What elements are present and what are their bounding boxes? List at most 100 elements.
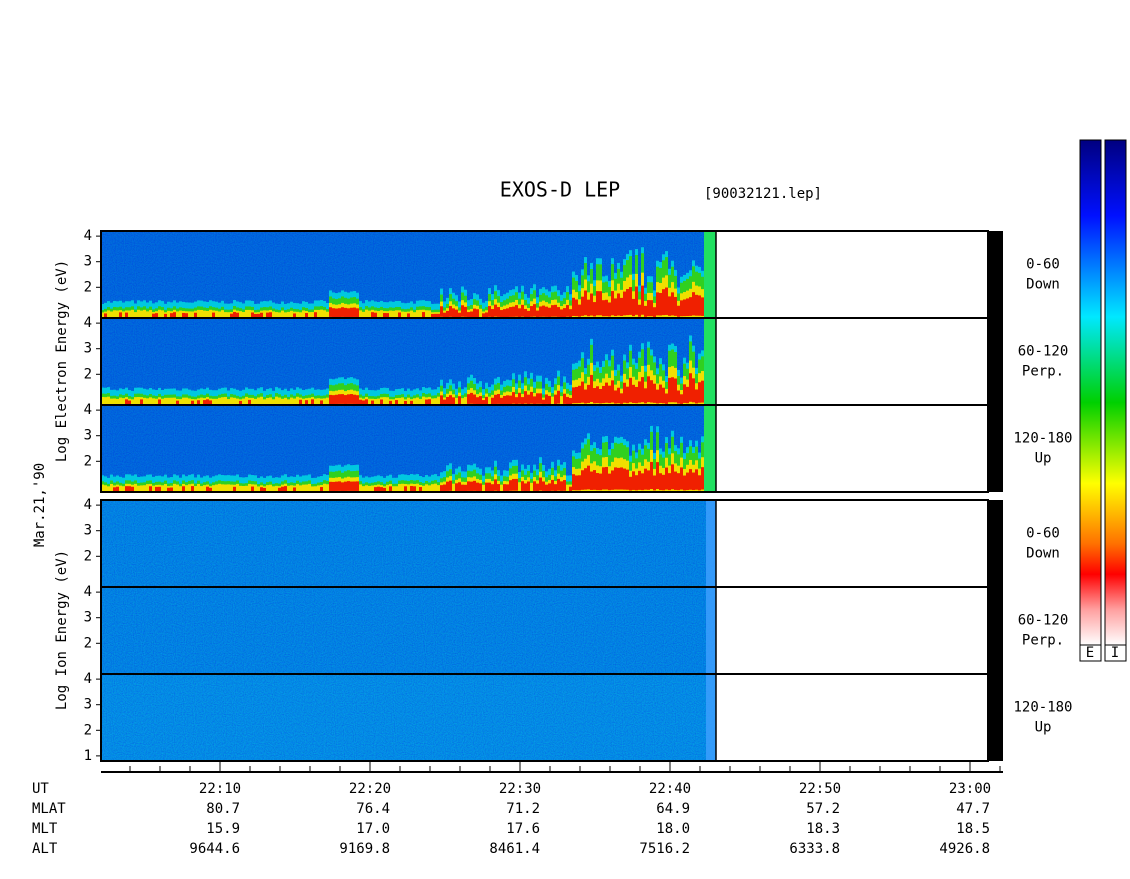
flux-red	[602, 300, 605, 317]
flux-red	[677, 390, 680, 404]
row-name: UT	[32, 781, 49, 797]
flux-red	[596, 291, 599, 316]
flux-red	[608, 302, 611, 317]
flux-yellow	[311, 486, 314, 492]
flux-yellow	[263, 399, 266, 405]
flux-yellow	[197, 309, 200, 318]
colorbars: E I	[1079, 139, 1127, 662]
flux-red	[662, 387, 665, 404]
flux-yellow	[368, 310, 371, 318]
flux-yellow	[308, 397, 311, 405]
flux-red	[653, 307, 656, 317]
flux-red	[581, 296, 584, 316]
flux-red	[575, 386, 578, 404]
y-axis-label: Log Ion Energy (eV)	[54, 550, 70, 710]
y-tick-label: 4	[84, 671, 92, 687]
flux-red	[449, 480, 452, 491]
flux-red	[206, 486, 209, 492]
flux-yellow	[461, 398, 464, 405]
flux-yellow	[416, 397, 419, 405]
flux-yellow	[119, 485, 122, 492]
flux-yellow	[278, 312, 281, 318]
flux-red	[167, 487, 170, 492]
flux-red	[383, 313, 386, 318]
flux-yellow	[167, 310, 170, 318]
flux-red	[569, 486, 572, 492]
flux-yellow	[560, 396, 563, 405]
flux-yellow	[479, 308, 482, 318]
flux-red	[320, 487, 323, 492]
flux-yellow	[239, 311, 242, 318]
y-tick-label: 3	[84, 697, 92, 713]
flux-red	[677, 305, 680, 317]
flux-red	[203, 400, 206, 405]
direction-label: Perp.	[1022, 633, 1064, 649]
flux-yellow	[254, 484, 257, 492]
flux-yellow	[230, 397, 233, 405]
flux-red	[620, 393, 623, 404]
flux-yellow	[380, 310, 383, 318]
flux-red	[476, 397, 479, 405]
flux-red	[236, 312, 239, 318]
flux-yellow	[218, 311, 221, 318]
flux-red	[509, 307, 512, 317]
colorbar-tag	[1104, 644, 1127, 662]
flux-yellow	[101, 312, 104, 318]
y-tick-label: 2	[84, 722, 92, 738]
flux-yellow	[110, 311, 113, 318]
row-value: 18.3	[806, 821, 840, 837]
flux-red	[443, 399, 446, 405]
flux-red	[686, 386, 689, 404]
y-tick-label: 2	[84, 366, 92, 382]
flux-red	[485, 396, 488, 405]
flux-red	[548, 307, 551, 317]
flux-red	[482, 400, 485, 405]
flux-yellow	[101, 484, 104, 492]
flux-red	[533, 396, 536, 405]
flux-red	[467, 312, 470, 318]
flux-yellow	[179, 486, 182, 492]
flux-yellow	[317, 309, 320, 318]
angle-label: 60-120	[1018, 344, 1069, 360]
flux-red	[641, 473, 644, 491]
flux-yellow	[410, 310, 413, 318]
flux-yellow	[161, 485, 164, 492]
flux-yellow	[200, 486, 203, 492]
flux-yellow	[155, 398, 158, 405]
flux-yellow	[122, 398, 125, 405]
flux-red	[371, 312, 374, 318]
flux-red	[347, 394, 350, 404]
flux-yellow	[374, 399, 377, 405]
flux-yellow	[245, 396, 248, 405]
flux-red	[527, 310, 530, 318]
flux-yellow	[437, 485, 440, 492]
row-value: 17.6	[506, 821, 540, 837]
x-tick-label: 22:10	[199, 781, 241, 797]
flux-red	[632, 298, 635, 317]
flux-yellow	[224, 312, 227, 318]
flux-yellow	[119, 397, 122, 405]
flux-red	[329, 394, 332, 404]
edge-flux	[706, 674, 716, 761]
flux-red	[350, 481, 353, 491]
flux-yellow	[431, 484, 434, 492]
flux-yellow	[188, 398, 191, 405]
flux-yellow	[317, 485, 320, 492]
flux-red	[668, 296, 671, 316]
flux-yellow	[245, 485, 248, 492]
flux-red	[587, 465, 590, 490]
flux-red	[479, 396, 482, 405]
x-tick-label: 23:00	[949, 781, 991, 797]
flux-red	[533, 481, 536, 491]
flux-yellow	[416, 483, 419, 492]
flux-yellow	[167, 397, 170, 405]
flux-red	[461, 484, 464, 492]
flux-red	[299, 399, 302, 405]
flux-red	[329, 481, 332, 491]
direction-label: Up	[1035, 451, 1052, 467]
flux-red	[548, 483, 551, 492]
flux-yellow	[131, 399, 134, 405]
flux-red	[338, 394, 341, 404]
flux-yellow	[227, 484, 230, 492]
